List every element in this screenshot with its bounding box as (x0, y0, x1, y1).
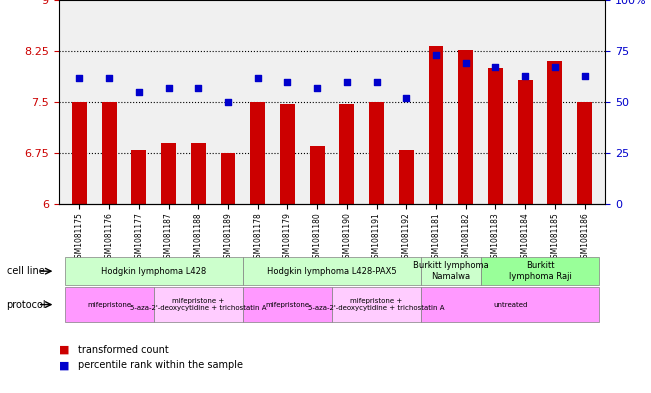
Point (253, 75, 263, 81)
Text: protocol: protocol (7, 299, 46, 310)
Point (490, 64, 501, 71)
Text: percentile rank within the sample: percentile rank within the sample (78, 360, 243, 371)
Point (74, 75, 85, 81)
Bar (250, 102, 265, 204)
Bar (102, 102, 117, 204)
Text: mifepristone +
5-aza-2'-deoxycytidine + trichostatin A: mifepristone + 5-aza-2'-deoxycytidine + … (309, 298, 445, 311)
Text: Burkitt lymphoma
Namalwa: Burkitt lymphoma Namalwa (413, 261, 489, 281)
Point (401, 95, 411, 101)
Point (312, 85, 322, 91)
Text: cell line: cell line (7, 266, 44, 276)
Text: mifepristone: mifepristone (87, 301, 131, 308)
Text: transformed count: transformed count (78, 345, 169, 355)
Bar (428, 46, 443, 204)
Point (579, 72, 590, 79)
Bar (369, 102, 384, 204)
Bar (577, 102, 592, 204)
Point (193, 85, 204, 91)
Text: Burkitt
lymphoma Raji: Burkitt lymphoma Raji (508, 261, 572, 281)
Point (223, 99, 233, 105)
Text: untreated: untreated (493, 301, 527, 308)
Bar (72, 102, 87, 204)
Point (431, 52, 441, 58)
Point (460, 60, 471, 66)
Bar (488, 68, 503, 204)
Point (342, 79, 352, 85)
Text: Hodgkin lymphoma L428-PAX5: Hodgkin lymphoma L428-PAX5 (267, 267, 397, 275)
Point (371, 79, 381, 85)
Text: Hodgkin lymphoma L428: Hodgkin lymphoma L428 (101, 267, 206, 275)
Text: ■: ■ (59, 345, 69, 355)
Text: mifepristone +
5-aza-2'-deoxycytidine + trichostatin A: mifepristone + 5-aza-2'-deoxycytidine + … (130, 298, 266, 311)
Bar (191, 143, 206, 204)
Point (520, 72, 531, 79)
Text: ■: ■ (59, 360, 69, 371)
Bar (280, 104, 295, 204)
Point (104, 75, 115, 81)
Point (283, 79, 293, 85)
Bar (399, 150, 414, 204)
Bar (132, 150, 146, 204)
Bar (458, 50, 473, 204)
Text: mifepristone: mifepristone (266, 301, 309, 308)
Point (163, 85, 174, 91)
Point (549, 64, 560, 71)
Bar (339, 104, 354, 204)
Bar (547, 61, 562, 204)
Bar (518, 80, 533, 204)
Bar (310, 147, 325, 204)
Bar (221, 153, 236, 204)
Point (133, 89, 144, 95)
Bar (161, 143, 176, 204)
